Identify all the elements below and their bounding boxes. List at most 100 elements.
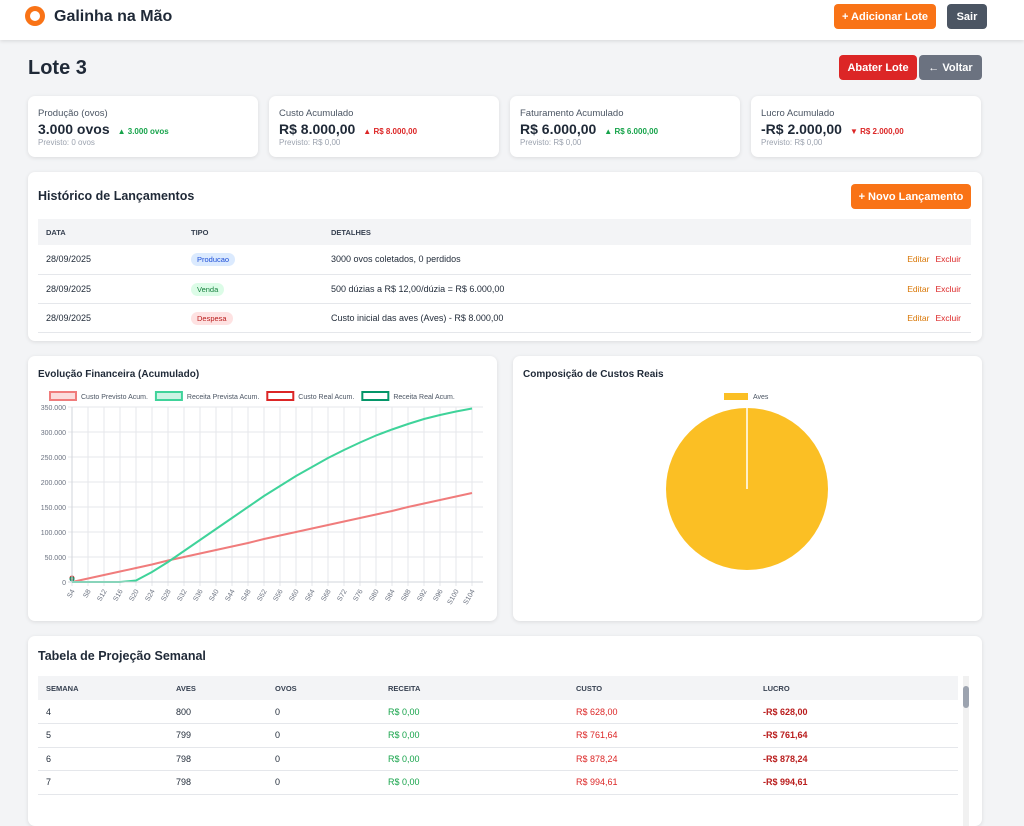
kpi-forecast: Previsto: R$ 0,00 <box>279 138 341 147</box>
kpi-value-row: R$ 8.000,00 ▲ R$ 8.000,00 <box>279 121 417 137</box>
cell: 500 dúzias a R$ 12,00/dúzia = R$ 6.000,0… <box>331 274 799 304</box>
projection-title: Tabela de Projeção Semanal <box>38 649 206 663</box>
legend-swatch <box>361 391 390 401</box>
column-header: DATA <box>38 219 191 245</box>
cell: R$ 0,00 <box>388 747 576 771</box>
cell: 0 <box>275 700 388 724</box>
x-tick-label: S104 <box>462 588 476 606</box>
delete-link[interactable]: Excluir <box>935 312 961 323</box>
kpi-delta: ▼ R$ 2.000,00 <box>849 127 904 136</box>
kpi-label: Produção (ovos) <box>38 108 108 119</box>
x-tick-label: S20 <box>128 588 140 602</box>
projection-card: Tabela de Projeção Semanal SEMANA AVES OVO… <box>28 636 982 826</box>
new-entry-button[interactable]: + Novo Lançamento <box>851 184 971 209</box>
add-lot-button[interactable]: + Adicionar Lote <box>834 4 936 29</box>
x-tick-label: S4 <box>66 588 76 599</box>
y-tick-label: 150.000 <box>41 505 66 512</box>
x-tick-label: S56 <box>272 588 284 602</box>
x-tick-label: S72 <box>336 588 348 602</box>
cell: R$ 878,24 <box>576 747 763 771</box>
kpi-value-row: R$ 6.000,00 ▲ R$ 6.000,00 <box>520 121 658 137</box>
column-header: AVES <box>176 676 275 700</box>
cell: R$ 0,00 <box>388 723 576 748</box>
legend-swatch <box>724 393 748 400</box>
cell: 0 <box>275 770 388 795</box>
kpi-forecast: Previsto: 0 ovos <box>38 138 95 147</box>
legend-swatch <box>266 391 295 401</box>
kpi-label: Custo Acumulado <box>279 108 354 119</box>
y-tick-label: 0 <box>62 580 66 587</box>
y-tick-label: 100.000 <box>41 530 66 537</box>
x-tick-label: S80 <box>368 588 380 602</box>
kpi-value-row: 3.000 ovos ▲ 3.000 ovos <box>38 121 169 137</box>
cell: 798 <box>176 770 275 795</box>
cell: -R$ 761,64 <box>763 723 958 748</box>
cell: 6 <box>38 747 176 771</box>
edit-link[interactable]: Editar <box>907 312 930 323</box>
legend-label: Receita Prevista Acum. <box>187 394 259 401</box>
x-tick-label: S88 <box>400 588 412 602</box>
legend-swatch <box>49 391 77 401</box>
logo <box>25 6 45 26</box>
x-tick-label: S40 <box>208 588 220 602</box>
history-table: DATA TIPO DETALHES 28/09/2025 Producao 3000 … <box>38 219 971 333</box>
chart-title: Evolução Financeira (Acumulado) <box>38 369 199 380</box>
logout-button[interactable]: Sair <box>947 4 987 29</box>
delete-link[interactable]: Excluir <box>935 254 961 265</box>
cell: -R$ 994,61 <box>763 770 958 795</box>
back-button[interactable]: ← Voltar <box>919 55 982 80</box>
kpi-forecast: Previsto: R$ 0,00 <box>761 138 823 147</box>
cell: -R$ 878,24 <box>763 747 958 771</box>
kpi-card: Lucro Acumulado -R$ 2.000,00 ▼ R$ 2.000,00… <box>751 96 981 157</box>
edit-link[interactable]: Editar <box>907 283 930 294</box>
actions: Editar Excluir <box>798 303 971 333</box>
kpi-value: R$ 8.000,00 <box>279 121 356 137</box>
edit-link[interactable]: Editar <box>907 254 930 265</box>
series-line <box>72 407 473 583</box>
legend-label: Custo Previsto Acum. <box>81 394 148 401</box>
kpi-delta: ▲ R$ 6.000,00 <box>604 127 659 136</box>
actions: Editar Excluir <box>798 274 971 304</box>
x-tick-label: S76 <box>352 588 364 602</box>
column-header: LUCRO <box>763 676 958 700</box>
projection-row: 5 799 0 R$ 0,00 R$ 761,64 -R$ 761,64 <box>38 723 958 748</box>
type-badge: Producao <box>191 253 236 267</box>
projection-row: 7 798 0 R$ 0,00 R$ 994,61 -R$ 994,61 <box>38 770 958 795</box>
top-bar: Galinha na Mão + Adicionar Lote Sair <box>0 0 1024 40</box>
x-tick-label: S92 <box>416 588 428 602</box>
y-tick-label: 50.000 <box>45 555 67 562</box>
kpi-card: Produção (ovos) 3.000 ovos ▲ 3.000 ovos Pre… <box>28 96 258 157</box>
x-tick-label: S36 <box>192 588 204 602</box>
line-chart-card: Evolução Financeira (Acumulado) 0 50.000 1… <box>28 356 497 621</box>
cull-button[interactable]: Abater Lote <box>839 55 917 80</box>
column-header: RECEITA <box>388 676 576 700</box>
cell: 28/09/2025 <box>38 245 191 275</box>
history-row: 28/09/2025 Producao 3000 ovos coletados, 0… <box>38 245 971 275</box>
projection-table: SEMANA AVES OVOS RECEITA CUSTO LUCRO 4 800 0 R$ … <box>38 676 958 795</box>
scrollbar[interactable] <box>963 676 969 826</box>
kpi-value: R$ 6.000,00 <box>520 121 597 137</box>
history-row: 28/09/2025 Venda 500 dúzias a R$ 12,00/dúz… <box>38 274 971 304</box>
cell: R$ 761,64 <box>576 723 763 748</box>
history-title: Histórico de Lançamentos <box>38 189 195 203</box>
cell: Producao <box>191 245 331 275</box>
legend-swatch <box>154 391 183 401</box>
cell: 5 <box>38 723 176 748</box>
kpi-value: 3.000 ovos <box>38 121 110 137</box>
column-header: DETALHES <box>331 219 799 245</box>
projection-row: 6 798 0 R$ 0,00 R$ 878,24 -R$ 878,24 <box>38 747 958 771</box>
x-tick-label: S16 <box>112 588 124 602</box>
cell: -R$ 628,00 <box>763 700 958 724</box>
kpi-delta: ▲ 3.000 ovos <box>117 127 169 136</box>
history-row: 28/09/2025 Despesa Custo inicial das aves … <box>38 303 971 333</box>
pie-chart: Composição de Custos Reais Aves <box>523 369 828 570</box>
delete-link[interactable]: Excluir <box>935 283 961 294</box>
cell: 800 <box>176 700 275 724</box>
page-title: Lote 3 <box>28 57 87 79</box>
kpi-delta: ▲ R$ 8.000,00 <box>363 127 418 136</box>
x-tick-label: S52 <box>256 588 268 602</box>
projection-row: 4 800 0 R$ 0,00 R$ 628,00 -R$ 628,00 <box>38 700 958 724</box>
x-tick-label: S84 <box>384 588 396 602</box>
history-card: Histórico de Lançamentos + Novo Lançamen… <box>28 172 982 341</box>
